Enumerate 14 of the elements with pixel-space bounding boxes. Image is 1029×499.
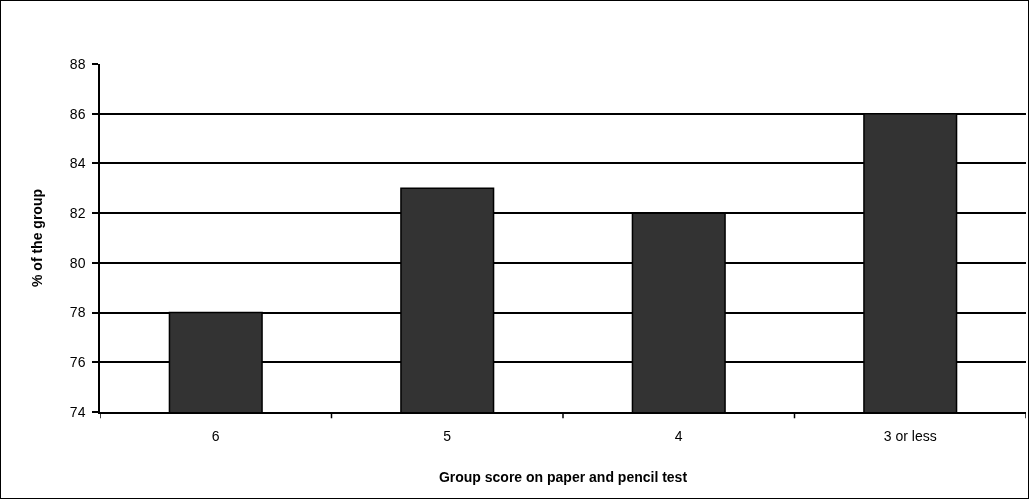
x-tick-label: 3 or less [883,427,937,444]
y-tick-label: 80 [69,254,86,271]
x-axis-title: Group score on paper and pencil test [438,469,688,486]
y-tick-label: 82 [69,205,86,222]
y-axis-title: % of the group [28,189,45,287]
x-tick-label: 4 [674,427,683,444]
y-tick-label: 78 [69,304,86,321]
y-tick-label: 76 [69,354,86,371]
y-tick-label: 86 [69,105,86,122]
y-tick-label: 84 [69,155,86,172]
x-tick-label: 6 [211,427,220,444]
y-tick-label: 88 [69,55,86,72]
y-tick-label: 74 [69,403,86,420]
x-tick-label: 5 [443,427,452,444]
